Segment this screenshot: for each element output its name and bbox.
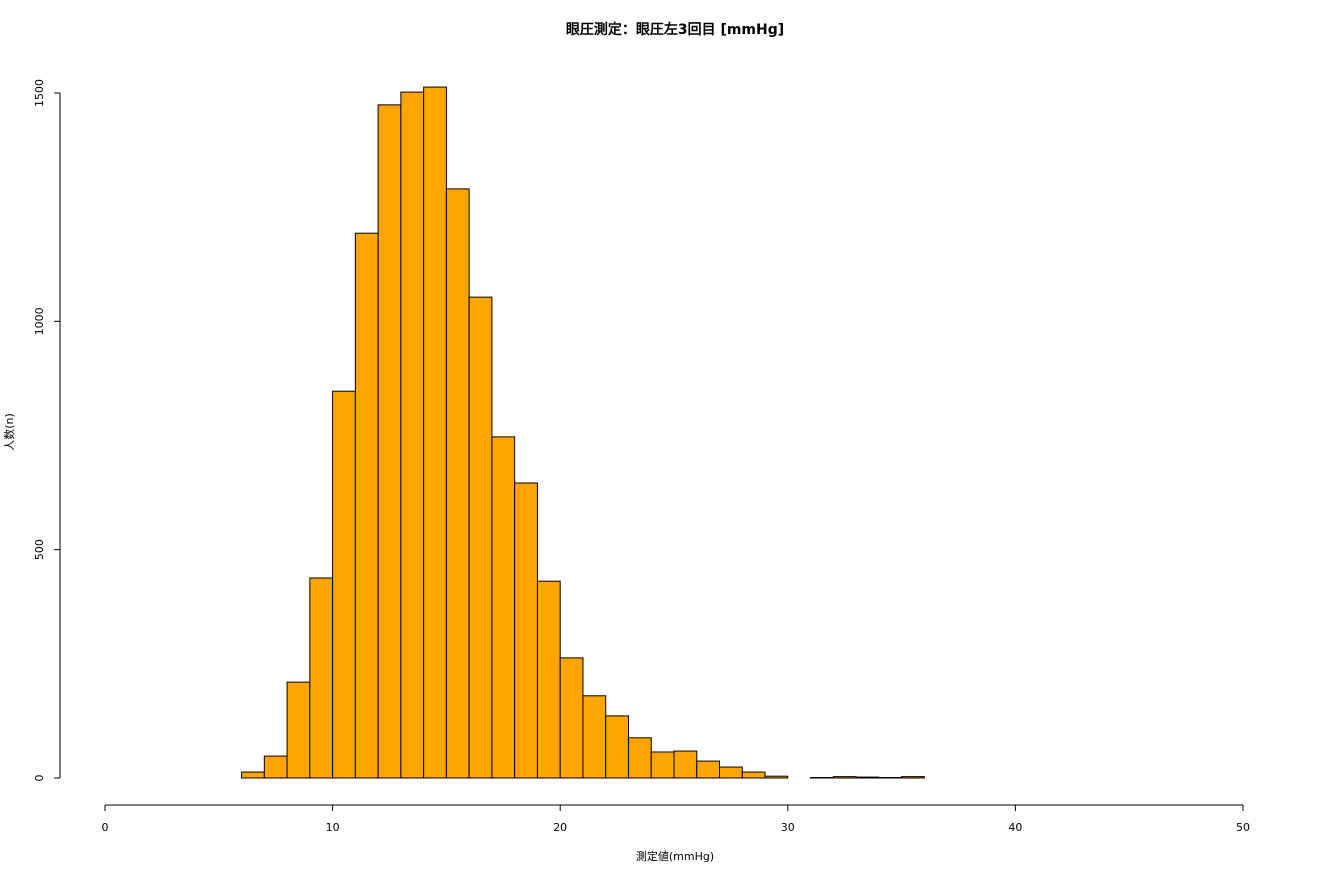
bar [605, 715, 629, 779]
x-tick-label: 10 [326, 821, 340, 834]
y-axis-label: 人数(n) [3, 413, 16, 451]
bar [627, 737, 652, 779]
bar [582, 695, 607, 779]
bar [832, 776, 857, 779]
bar [741, 771, 766, 779]
bar [559, 657, 584, 779]
chart-title: 眼圧測定：眼圧左3回目 [mmHg] [566, 21, 784, 38]
bar [309, 577, 334, 779]
bar [696, 760, 721, 779]
bar [901, 776, 925, 779]
y-tick-label: 0 [33, 775, 46, 782]
x-tick-label: 50 [1236, 821, 1250, 834]
bar [673, 750, 698, 779]
x-tick-label: 0 [102, 821, 109, 834]
bar [400, 91, 425, 779]
bar [491, 436, 516, 779]
bar [764, 775, 789, 779]
bar [286, 681, 311, 779]
bar [536, 580, 561, 779]
bar [468, 296, 493, 779]
bar [855, 776, 880, 779]
x-axis-label: 測定値(mmHg) [636, 849, 714, 863]
x-tick-label: 30 [781, 821, 795, 834]
bar [332, 390, 356, 779]
y-tick-label: 1500 [33, 79, 46, 107]
bar [377, 104, 402, 779]
y-tick-label: 500 [33, 539, 46, 560]
bar [650, 751, 675, 779]
x-tick-label: 40 [1008, 821, 1022, 834]
bar [354, 232, 379, 779]
bar [423, 86, 447, 779]
bar [263, 755, 288, 779]
bar [514, 482, 538, 779]
bar [719, 766, 743, 779]
x-tick-label: 20 [553, 821, 567, 834]
bar [241, 771, 265, 779]
y-tick-label: 1000 [33, 307, 46, 335]
bar [445, 188, 470, 779]
